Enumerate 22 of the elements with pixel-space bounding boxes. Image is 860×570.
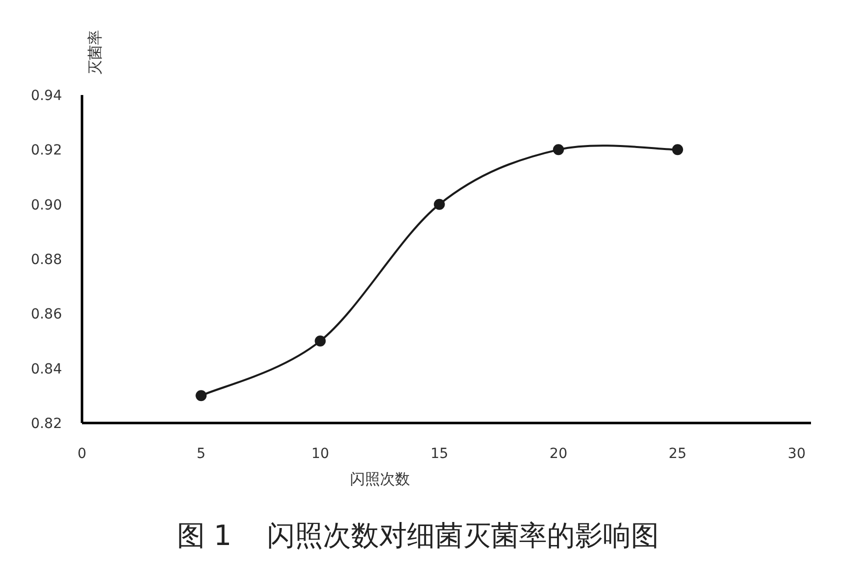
point [434,198,445,210]
point [672,144,684,156]
x-tick-label: 25 [668,446,686,462]
x-tick-label: 5 [196,446,206,462]
y-tick-label: 0.84 [30,361,62,378]
point [314,336,326,346]
y-tick-label: 0.92 [30,142,62,159]
y-tick-label: 0.82 [30,416,62,432]
text: 图 1 闪照次数对细菌灭菌率的影响图 [176,519,660,552]
point [552,144,564,156]
x-tick-label: 15 [430,446,448,462]
x-tick-label: 10 [311,446,330,462]
x-tick-label: 0 [78,446,86,462]
x-axis-title: 闪照次数 [350,470,410,488]
y-tick-label: 0.94 [30,88,62,104]
y-tick-label: 0.86 [30,306,62,323]
x-tick-label: 30 [788,446,806,462]
point [196,390,207,402]
y-tick-label: 0.90 [30,197,62,214]
y-axis-title: 灭菌率 [86,30,104,75]
x-tick-label: 20 [550,446,568,462]
y-tick-label: 0.88 [30,252,62,268]
